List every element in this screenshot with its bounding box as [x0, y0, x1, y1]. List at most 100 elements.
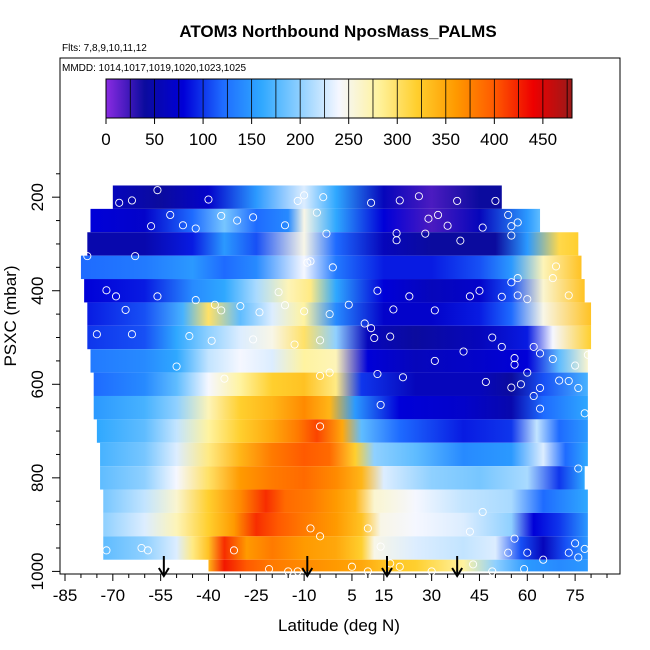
sample-point: [367, 324, 376, 333]
x-axis: -85 -70 -55 -40 -25 -10 5 15 30 45 60 75: [53, 574, 608, 605]
sample-point: [229, 546, 239, 555]
sample-point: [580, 544, 589, 553]
sample-point: [453, 196, 462, 205]
y-tick-label: 1000: [28, 552, 47, 590]
sample-point: [274, 288, 283, 297]
sample-point: [395, 562, 404, 571]
sample-point: [481, 377, 490, 387]
colorbar: 0 50 100 150 200 250 300 350 400 450: [101, 78, 573, 149]
x-tick-label: -40: [196, 586, 221, 605]
colorbar-tick-label: 350: [432, 130, 460, 149]
sample-point: [507, 278, 516, 287]
sample-point: [300, 307, 309, 316]
sample-point: [513, 291, 522, 300]
colorbar-tick-label: 100: [189, 130, 217, 149]
x-tick-label: -25: [244, 586, 269, 605]
sample-point: [264, 565, 274, 574]
sample-point: [539, 555, 548, 564]
sample-point: [370, 333, 379, 343]
heatmap-band: [80, 255, 582, 280]
sample-point: [395, 196, 404, 205]
sample-point: [143, 546, 152, 555]
dates-label: MMDD: 1014,1017,1019,1020,1023,1025: [62, 63, 246, 74]
sample-point: [529, 391, 538, 401]
sample-point: [306, 524, 315, 533]
x-tick-label: 60: [518, 586, 537, 605]
x-tick-label: -55: [148, 586, 173, 605]
sample-point: [405, 292, 414, 301]
sample-point: [316, 532, 325, 541]
sample-point: [207, 336, 216, 345]
sample-point: [475, 286, 484, 295]
sample-point: [300, 191, 309, 200]
sample-point: [564, 376, 573, 386]
sample-point: [121, 305, 130, 314]
sample-point: [312, 208, 321, 217]
colorbar-tick-label: 200: [286, 130, 314, 149]
x-tick-label: 30: [422, 586, 441, 605]
sample-point: [185, 332, 194, 341]
sample-point: [421, 229, 430, 238]
sample-point: [507, 222, 516, 231]
latitude-arrow: [157, 556, 170, 578]
sample-point: [178, 221, 188, 230]
sample-point: [322, 229, 331, 238]
sample-point: [255, 308, 264, 317]
sample-point: [564, 291, 573, 300]
x-tick-label: 15: [374, 586, 393, 605]
sample-points: [70, 186, 592, 576]
heatmap-band: [208, 559, 588, 572]
sample-point: [535, 404, 545, 413]
x-axis-label: Latitude (deg N): [278, 616, 400, 635]
heatmap-band: [100, 442, 588, 467]
sample-point: [376, 400, 385, 409]
sample-point: [373, 286, 382, 295]
sample-point: [316, 422, 325, 431]
x-tick-label: 45: [470, 586, 489, 605]
sample-point: [488, 333, 497, 342]
sample-point: [469, 560, 478, 569]
sample-point: [316, 371, 325, 380]
heatmap-band: [90, 208, 541, 233]
sample-point: [497, 292, 506, 301]
sample-point: [456, 236, 465, 245]
colorbar-tick-label: 250: [335, 130, 363, 149]
sample-point: [172, 362, 181, 371]
sample-point: [191, 296, 200, 305]
heatmap-band: [103, 536, 588, 560]
sample-point: [430, 356, 439, 365]
sample-point: [153, 292, 162, 301]
x-tick-label: -70: [101, 586, 126, 605]
sample-point: [510, 360, 519, 369]
sample-point: [430, 306, 439, 315]
y-tick-label: 800: [28, 464, 47, 492]
flights-label: Flts: 7,8,9,10,11,12: [62, 43, 147, 54]
sample-point: [328, 263, 337, 272]
sample-point: [520, 565, 529, 574]
sample-point: [580, 409, 589, 418]
sample-point: [398, 373, 408, 382]
colorbar-tick-label: 0: [101, 130, 110, 149]
sample-point: [344, 300, 353, 309]
sample-point: [360, 319, 369, 328]
sample-point: [504, 548, 513, 557]
sample-point: [290, 340, 299, 349]
sample-point: [325, 310, 334, 319]
sample-point: [86, 542, 95, 551]
sample-point: [583, 350, 592, 359]
sample-point: [102, 546, 111, 555]
sample-point: [389, 305, 398, 314]
y-axis: 200 400 600 800 1000: [28, 173, 60, 590]
sample-point: [548, 274, 557, 283]
sample-point: [571, 539, 580, 548]
sample-point: [507, 383, 516, 392]
colorbar-tick-label: 150: [237, 130, 265, 149]
sample-point: [392, 236, 401, 245]
colorbar-tick-label: 300: [383, 130, 411, 149]
sample-point: [147, 222, 156, 231]
sample-point: [233, 216, 242, 225]
sample-point: [507, 231, 516, 240]
sample-point: [574, 464, 583, 473]
heatmap-band: [93, 372, 588, 396]
x-tick-label: 75: [566, 586, 585, 605]
